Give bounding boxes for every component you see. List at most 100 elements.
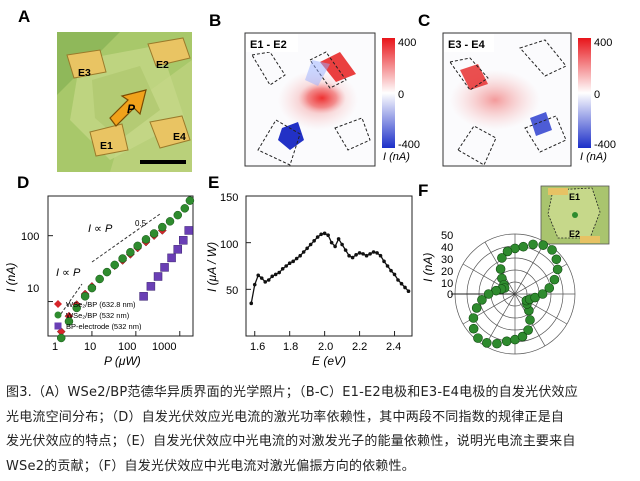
arrow-p-label: P [127, 102, 136, 116]
e-point [308, 242, 313, 247]
e-point [336, 237, 341, 241]
plot-d-xtick-10: 10 [84, 341, 96, 353]
d-point-green [95, 274, 104, 284]
e-point [354, 253, 358, 257]
d-point-green [173, 210, 183, 220]
e-point [364, 253, 369, 258]
plot-e-xtick-20: 2.0 [318, 341, 333, 353]
d-point-purple [153, 272, 163, 281]
caption-line-3: 发光伏效应的特点；（E）自发光伏效应中光电流的对激发光子的能量依赖性，说明光电流… [6, 434, 576, 449]
plot-e-ticks [246, 195, 396, 336]
polar-point [501, 336, 512, 347]
d-point-green [87, 283, 97, 293]
fit-line-low [57, 283, 83, 319]
colorbar-b [382, 38, 395, 148]
polar-point [471, 303, 482, 313]
legend-d-marker-red [54, 300, 62, 308]
e-point [333, 244, 337, 249]
cbar-b-bot: -400 [398, 139, 420, 151]
plot-e-xtick-22: 2.2 [352, 341, 367, 353]
polar-point [528, 239, 538, 250]
legend-d-red: WSe₂/BP (632.8 nm) [66, 300, 136, 309]
plot-d-ticks [47, 235, 181, 336]
d-point-green [180, 204, 190, 213]
polar-point [495, 264, 506, 274]
polar-rtick-10: 10 [441, 278, 453, 290]
panel-c: C E3 - E4 400 0 -400 I (nA) [418, 11, 616, 167]
plot-d-xlabel: P (μW) [104, 354, 141, 368]
d-point-green [64, 317, 74, 326]
fit-line-high [91, 213, 161, 263]
inset-e1-label: E1 [569, 192, 580, 202]
panel-c-label: C [418, 11, 430, 30]
cbar-c-unit: I (nA) [580, 151, 607, 163]
d-point-green [118, 254, 127, 263]
polar-point [468, 313, 479, 323]
e-point [301, 250, 306, 254]
plot-e-ylabel: I (μA / W) [205, 242, 219, 292]
plot-d-marks [56, 196, 195, 343]
polar-point [518, 241, 529, 252]
panel-e: E 50 100 150 1.6 1.8 2.0 2.2 2.4 I (μA /… [205, 173, 413, 368]
polar-point [492, 338, 502, 349]
plot-e-ytick-150: 150 [220, 192, 238, 204]
panel-b-label: B [209, 11, 221, 30]
annot-high-exp: 0.5 [135, 219, 147, 228]
e-point [378, 253, 383, 258]
e-point [305, 246, 309, 251]
e-series-line [250, 232, 409, 304]
polar-rtick-30: 30 [441, 254, 453, 266]
legend-d: WSe₂/BP (632.8 nm) WSe₂/BP (532 nm) BP-e… [54, 300, 142, 331]
polar-point [538, 240, 549, 250]
plot-d-ylabel: I (nA) [4, 263, 18, 292]
plot-e-xlabel: E (eV) [312, 354, 346, 368]
polar-point [502, 246, 513, 257]
e-point [322, 231, 327, 236]
plot-d-xtick-1: 1 [52, 341, 58, 353]
annot-low: I ∝ P [56, 267, 81, 279]
panel-d-label: D [17, 173, 29, 192]
panel-a: A E3 E2 E1 E4 P [18, 7, 192, 172]
e-point [284, 264, 288, 268]
legend-d-marker-purple [54, 322, 62, 330]
plot-d-ytick-100: 100 [21, 231, 39, 243]
d-point-green [80, 292, 90, 301]
panel-b: B E1 - E2 400 0 -400 I (nA) [209, 11, 420, 167]
plot-d-xtick-1000: 1000 [152, 341, 176, 353]
polar-rtick-0: 0 [447, 289, 453, 301]
electrode-e3-label: E3 [78, 67, 91, 79]
cbar-c-bot: -400 [594, 139, 616, 151]
figure-canvas: A E3 E2 E1 E4 P B [4, 7, 616, 368]
e-point [340, 242, 344, 247]
e-point [266, 278, 271, 282]
e-point [389, 268, 393, 273]
d-point-purple [139, 292, 148, 301]
e-point [371, 250, 376, 254]
e-point [392, 272, 397, 277]
e-point [347, 253, 351, 258]
e-point [287, 261, 292, 266]
d-point-green [56, 333, 66, 343]
caption-line-2: 光电流空间分布；（D）自发光伏效应光电流的激光功率依赖性，其中两段不同指数的规律… [6, 409, 565, 425]
polarization-arrow-icon [109, 89, 147, 127]
panel-f: F E1 E2 0 10 20 30 40 50 I (nA) [418, 181, 610, 355]
map-e3e4-content [449, 39, 567, 166]
caption-line-4: WSe2的贡献；（F）自发光伏效应中光电流对激光偏振方向的依赖性。 [6, 458, 415, 474]
cbar-c-mid: 0 [594, 89, 600, 101]
plot-e-xtick-24: 2.4 [386, 341, 401, 353]
e-point [375, 251, 379, 255]
polar-point [481, 338, 492, 348]
polar-point [537, 289, 548, 299]
e-point [291, 259, 295, 264]
polar-point [552, 264, 563, 275]
d-point-green [141, 235, 151, 244]
polar-rtick-40: 40 [441, 242, 453, 254]
e-point [270, 274, 275, 279]
polar-marks [468, 239, 563, 349]
e-point [357, 251, 362, 255]
panel-a-label: A [18, 7, 30, 26]
map-e3e4-title: E3 - E4 [448, 39, 486, 51]
e-point [343, 248, 348, 252]
e-point [329, 240, 334, 245]
polar-ylabel: I (nA) [421, 253, 435, 282]
